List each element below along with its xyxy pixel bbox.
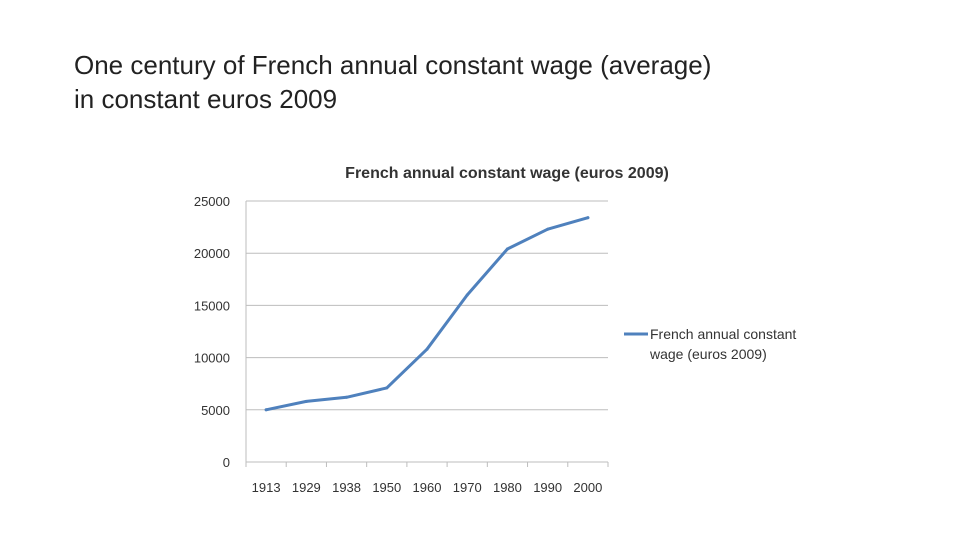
- slide-title-line-2: in constant euros 2009: [74, 84, 338, 114]
- legend-label-0: French annual constant wage (euros 2009): [649, 326, 796, 362]
- slide-title: One century of French annual constant wa…: [74, 48, 914, 116]
- x-tick-label-1970: 1970: [453, 480, 482, 495]
- chart-title: French annual constant wage (euros 2009): [345, 165, 669, 182]
- data-point-1980: [505, 247, 509, 251]
- gridlines: [246, 200, 608, 411]
- x-tick-label-2000: 2000: [573, 480, 602, 495]
- x-tick-label-1980: 1980: [493, 480, 522, 495]
- x-tick-label-1990: 1990: [533, 480, 562, 495]
- series-line-0: [264, 216, 590, 412]
- data-point-2000: [586, 216, 590, 220]
- y-tick-label-15000: 15000: [194, 298, 230, 313]
- series-lines: [264, 216, 590, 412]
- data-point-1950: [385, 386, 389, 390]
- data-point-1970: [465, 293, 469, 297]
- x-tick-label-1960: 1960: [413, 480, 442, 495]
- y-tick-label-0: 0: [223, 455, 230, 470]
- axes: [245, 201, 609, 467]
- x-tick-label-1938: 1938: [332, 480, 361, 495]
- y-tick-label-20000: 20000: [194, 246, 230, 261]
- data-point-1990: [546, 227, 550, 231]
- x-tick-label-1929: 1929: [292, 480, 321, 495]
- data-point-1913: [264, 408, 268, 412]
- y-tick-label-10000: 10000: [194, 351, 230, 366]
- legend: French annual constant wage (euros 2009): [624, 326, 796, 362]
- y-tick-label-25000: 25000: [194, 194, 230, 209]
- x-tick-label-1913: 1913: [252, 480, 281, 495]
- x-tick-labels: 1913 1929 1938 1950 1960 1970 1980 1990 2000: [252, 480, 603, 495]
- data-point-1960: [425, 347, 429, 351]
- data-point-1938: [345, 395, 349, 399]
- y-tick-label-5000: 5000: [201, 403, 230, 418]
- slide-title-line-1: One century of French annual constant wa…: [74, 50, 712, 80]
- data-point-1929: [304, 399, 308, 403]
- x-tick-label-1950: 1950: [372, 480, 401, 495]
- y-tick-labels: 0 5000 10000 15000 20000 25000: [194, 194, 230, 470]
